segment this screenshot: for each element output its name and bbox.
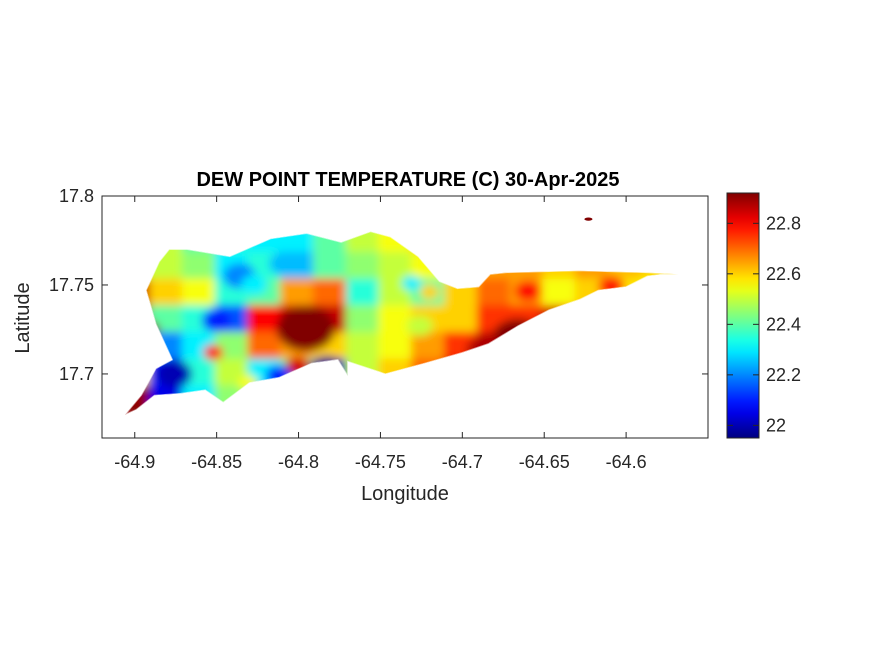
colorbar-tick-label: 22.2 (766, 365, 801, 385)
y-tick-label: 17.7 (59, 364, 94, 384)
y-tick-label: 17.75 (49, 275, 94, 295)
heat-hotspot (406, 315, 433, 337)
heat-cell (345, 305, 383, 336)
y-axis: 17.7 17.75 17.8 (49, 186, 708, 384)
colorbar: 22 22.2 22.4 22.6 22.8 (726, 192, 801, 439)
heat-hotspot (269, 252, 299, 276)
heat-cell (181, 278, 219, 310)
y-tick-label: 17.8 (59, 186, 94, 206)
x-tick-label: -64.8 (278, 452, 319, 472)
y-axis-label: Latitude (12, 282, 34, 353)
heat-cell (476, 278, 514, 310)
heat-hotspot (203, 344, 224, 361)
heat-cell (345, 251, 383, 283)
x-tick-label: -64.9 (114, 452, 155, 472)
heat-cell (411, 331, 448, 363)
heat-cell (345, 331, 383, 363)
heat-hotspot (514, 280, 541, 302)
x-axis-label: Longitude (361, 483, 449, 505)
heat-hotspot (201, 309, 232, 333)
colorbar-gradient (726, 192, 760, 439)
heat-cell (378, 331, 416, 363)
heat-cell (181, 251, 219, 283)
heat-cell (312, 278, 350, 310)
heat-hotspot (241, 274, 268, 296)
heat-cell (443, 305, 481, 336)
colorbar-ticks: 22 22.2 22.4 22.6 22.8 (727, 213, 801, 435)
heat-cell (149, 278, 186, 310)
colorbar-tick-label: 22.8 (766, 213, 801, 233)
colorbar-tick-label: 22.4 (766, 314, 801, 334)
heat-cell (280, 278, 317, 310)
heat-hotspot (276, 305, 336, 352)
chart-title: DEW POINT TEMPERATURE (C) 30-Apr-2025 (196, 169, 619, 191)
x-tick-label: -64.75 (355, 452, 406, 472)
x-tick-label: -64.65 (519, 452, 570, 472)
heat-hotspot (156, 359, 193, 388)
x-axis: -64.9 -64.85 -64.8 -64.75 -64.7 -64.65 -64.6 (114, 196, 647, 472)
colorbar-tick-label: 22.6 (766, 264, 801, 284)
colorbar-tick-label: 22 (766, 415, 786, 435)
x-tick-label: -64.6 (606, 452, 647, 472)
heat-hotspot (401, 275, 422, 291)
heat-cell (312, 251, 350, 283)
islet-layer (584, 217, 593, 221)
x-tick-label: -64.7 (442, 452, 483, 472)
islet (584, 217, 593, 221)
heat-hotspot (419, 284, 440, 300)
x-tick-label: -64.85 (191, 452, 242, 472)
plot-area-border (101, 195, 709, 439)
coastline (124, 231, 679, 415)
heat-cell (247, 331, 285, 363)
heat-cell (345, 278, 383, 310)
